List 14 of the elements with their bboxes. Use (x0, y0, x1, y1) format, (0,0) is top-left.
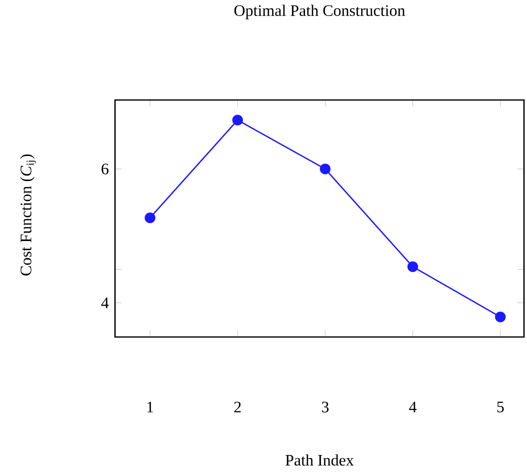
point (320, 164, 331, 174)
point (144, 212, 156, 224)
point (232, 114, 243, 126)
x-tick-label: 5 (497, 402, 504, 412)
x-tick-label: 3 (322, 402, 329, 412)
x-tick-label: 1 (147, 402, 154, 412)
x-axis-title: Path Index (286, 454, 354, 466)
x-tick-label: 2 (234, 402, 241, 412)
point (407, 261, 418, 272)
chart-title: Optimal Path Construction (234, 4, 406, 20)
y-axis-title: Cost Function (C$_{ij}$) (20, 154, 36, 276)
y-tick-label: 6 (102, 164, 108, 174)
x-tick-label: 4 (409, 402, 417, 412)
point (495, 312, 506, 322)
